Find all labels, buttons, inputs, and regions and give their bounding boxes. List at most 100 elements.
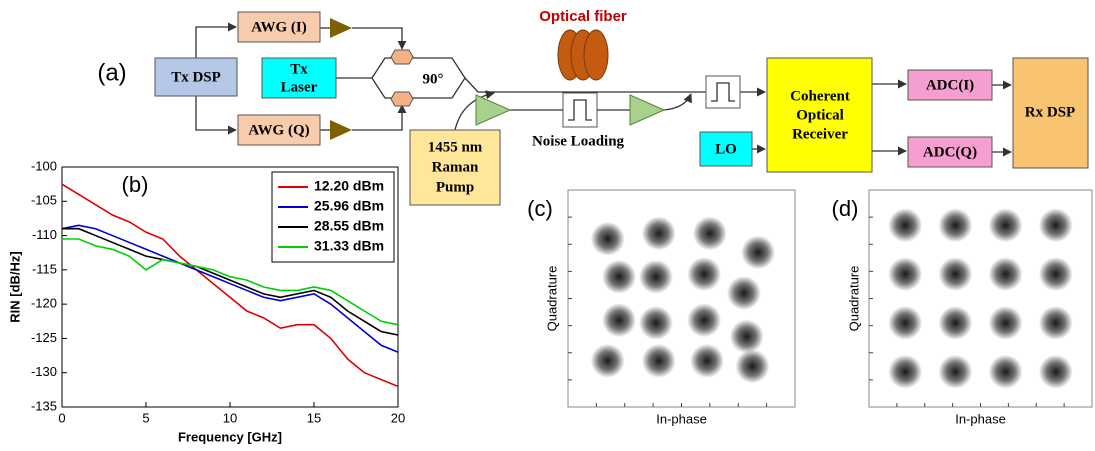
constellation-cluster <box>938 208 973 243</box>
filter-icon <box>711 82 735 102</box>
amplifier <box>629 94 666 126</box>
y-tick-label: -130 <box>31 364 57 379</box>
constellation-cluster <box>988 305 1023 340</box>
constellation-cluster <box>1038 208 1073 243</box>
node-label: ADC(Q) <box>923 144 977 160</box>
wire <box>352 27 407 50</box>
node-label: AWG (I) <box>251 19 306 35</box>
legend-label: 28.55 dBm <box>314 218 384 234</box>
series-line <box>61 183 399 388</box>
node-label: 1455 nm <box>428 139 483 155</box>
adc-box <box>907 136 993 168</box>
panel-label: (b) <box>122 172 149 197</box>
wire <box>195 96 237 135</box>
constellation-cluster <box>938 257 973 292</box>
legend-label: 25.96 dBm <box>314 198 384 214</box>
constellation-cluster <box>641 216 676 251</box>
constellation-cluster <box>641 343 676 378</box>
node-label: ADC(I) <box>926 77 974 93</box>
panel-label: (a) <box>97 59 126 86</box>
y-tick-label: -135 <box>31 398 57 413</box>
modulator <box>371 57 466 99</box>
node-label: Receiver <box>792 126 848 142</box>
x-axis-label: In-phase <box>656 411 707 426</box>
x-tick-label: 5 <box>142 410 149 425</box>
constellation-cluster <box>602 259 637 294</box>
tx-dsp-box <box>154 57 238 97</box>
x-tick-label: 10 <box>223 410 237 425</box>
constellation-cluster <box>888 257 923 292</box>
setup-diagram: (a) <box>97 8 1089 206</box>
amplifier <box>330 120 352 140</box>
constellation-cluster <box>638 305 673 340</box>
constellation-cluster <box>741 235 776 270</box>
series-line <box>61 224 399 353</box>
x-tick-label: 20 <box>391 410 405 425</box>
series-line <box>62 227 399 336</box>
node-label: Laser <box>281 79 318 95</box>
constellation-cluster <box>1038 305 1073 340</box>
filter <box>562 92 598 128</box>
constellation-cluster <box>988 354 1023 389</box>
constellation-cluster <box>735 349 770 384</box>
node-label: Tx DSP <box>171 69 221 85</box>
constellation-cluster <box>1038 257 1073 292</box>
constellation-cluster <box>729 319 764 354</box>
constellation-cluster <box>687 257 722 292</box>
constellation-cluster <box>692 216 727 251</box>
awg-box <box>237 114 321 146</box>
y-tick-label: -105 <box>31 193 57 208</box>
laser-box <box>261 57 337 99</box>
legend-label: 12.20 dBm <box>314 178 384 194</box>
fiber-line <box>464 77 706 93</box>
series-line <box>62 238 399 326</box>
receiver-box <box>766 57 873 173</box>
constellation-cluster <box>888 354 923 389</box>
panel-label: (c) <box>527 196 553 221</box>
filter-icon <box>568 99 592 121</box>
constellation-cluster <box>988 257 1023 292</box>
phase-shifter <box>390 91 414 107</box>
node-label: Tx <box>290 61 308 77</box>
wire <box>663 93 692 111</box>
amplifier <box>330 18 352 38</box>
node-label: AWG (Q) <box>248 122 309 138</box>
node-label: 90° <box>423 71 444 87</box>
node-label: Raman <box>432 159 479 175</box>
constellation-cluster <box>602 303 637 338</box>
constellation-cluster <box>938 354 973 389</box>
constellation-cluster <box>888 305 923 340</box>
x-tick-label: 15 <box>307 410 321 425</box>
wire <box>352 104 407 131</box>
y-tick-label: -110 <box>32 227 57 242</box>
y-axis-label: Quadrature <box>544 266 559 332</box>
constellation-cluster <box>888 208 923 243</box>
adc-box <box>907 69 993 101</box>
node-label: Pump <box>436 179 474 195</box>
amplifier <box>475 94 512 126</box>
constellation-cluster <box>590 343 625 378</box>
lo-box <box>699 131 753 167</box>
y-tick-label: -125 <box>31 330 57 345</box>
node-label: LO <box>715 141 737 157</box>
constellation-cluster <box>1038 354 1073 389</box>
panel-label: (d) <box>832 196 859 221</box>
node-label: Rx DSP <box>1025 104 1075 120</box>
node-label: Optical <box>796 107 844 123</box>
phase-shifter <box>390 49 414 65</box>
node-label: Noise Loading <box>532 133 625 149</box>
constellation-cluster <box>690 343 725 378</box>
fiber-coil <box>583 29 609 81</box>
x-tick-label: 0 <box>58 410 65 425</box>
constellation-cluster <box>988 208 1023 243</box>
constellation-cluster <box>687 303 722 338</box>
node-label: Optical fiber <box>539 8 627 25</box>
constellation-cluster <box>938 305 973 340</box>
node-label: Coherent <box>790 88 850 104</box>
awg-box <box>237 11 321 43</box>
constellation-cluster <box>590 221 625 256</box>
y-tick-label: -120 <box>31 296 57 311</box>
constellation-cluster <box>726 276 761 311</box>
wire <box>454 90 495 131</box>
